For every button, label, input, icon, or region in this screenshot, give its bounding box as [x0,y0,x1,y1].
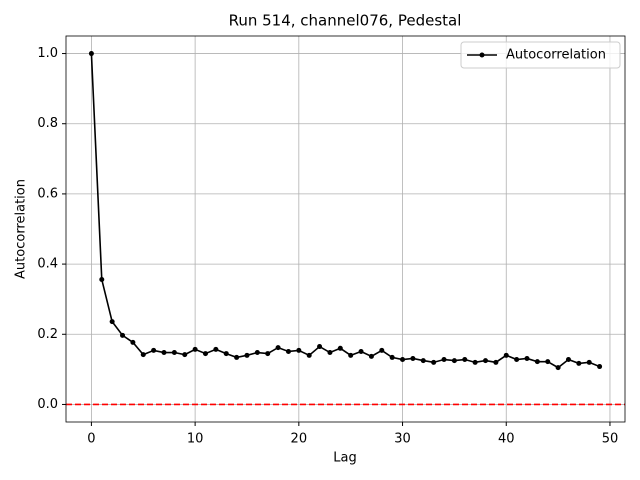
data-point [368,353,374,359]
legend-box [460,41,621,69]
y-tick-label: 0.8 [37,116,58,131]
data-point [555,365,561,371]
x-tick-label: 50 [602,432,619,447]
y-tick-label: 0.4 [37,257,58,272]
data-point [120,332,126,338]
x-tick-label: 30 [394,432,411,447]
data-point [348,352,354,358]
x-axis-label: Lag [333,451,356,466]
x-tick-label: 0 [87,432,95,447]
data-point [441,357,447,363]
data-point [109,319,115,325]
data-point [337,345,343,351]
y-tick-label: 0.2 [37,327,58,342]
data-point [202,351,208,357]
data-point [275,345,281,351]
data-point [317,344,323,350]
chart-title: Run 514, channel076, Pedestal [229,12,462,30]
data-point [88,51,94,57]
data-point [565,357,571,363]
data-point [140,352,146,358]
data-point [130,339,136,345]
data-point [400,357,406,363]
y-tick-label: 1.0 [37,46,58,61]
data-point [514,357,520,363]
data-point [192,346,198,352]
data-point [493,359,499,365]
data-point [171,350,177,356]
data-point [151,347,157,353]
plot-frame [65,35,626,423]
data-point [389,354,395,360]
y-tick-label: 0.6 [37,186,58,201]
data-point [306,352,312,358]
x-tick-label: 10 [187,432,204,447]
data-point [420,358,426,364]
data-point [462,357,468,363]
x-tick-label: 40 [498,432,515,447]
data-point [182,352,188,358]
y-tick-label: 0.0 [37,397,58,412]
data-point [483,358,489,364]
data-point [161,350,167,356]
data-point [285,348,291,354]
data-point [524,355,530,361]
data-point [586,359,592,365]
data-point [379,347,385,353]
data-point [99,277,105,283]
data-point [296,347,302,353]
data-point [213,346,219,352]
data-point [576,360,582,366]
data-point [223,351,229,357]
data-point [597,364,603,370]
data-point [254,350,260,356]
y-axis-label: Autocorrelation [14,179,29,279]
legend-label: Autocorrelation [506,48,606,63]
data-point [234,354,240,360]
data-point [410,355,416,361]
legend-marker [479,52,485,58]
data-point [244,352,250,358]
data-point [265,351,271,357]
data-point [358,348,364,354]
data-point [472,359,478,365]
data-point [503,352,509,358]
data-point [451,358,457,364]
data-point [545,359,551,365]
data-point [431,359,437,365]
data-point [534,359,540,365]
data-point [327,350,333,356]
x-tick-label: 20 [291,432,308,447]
